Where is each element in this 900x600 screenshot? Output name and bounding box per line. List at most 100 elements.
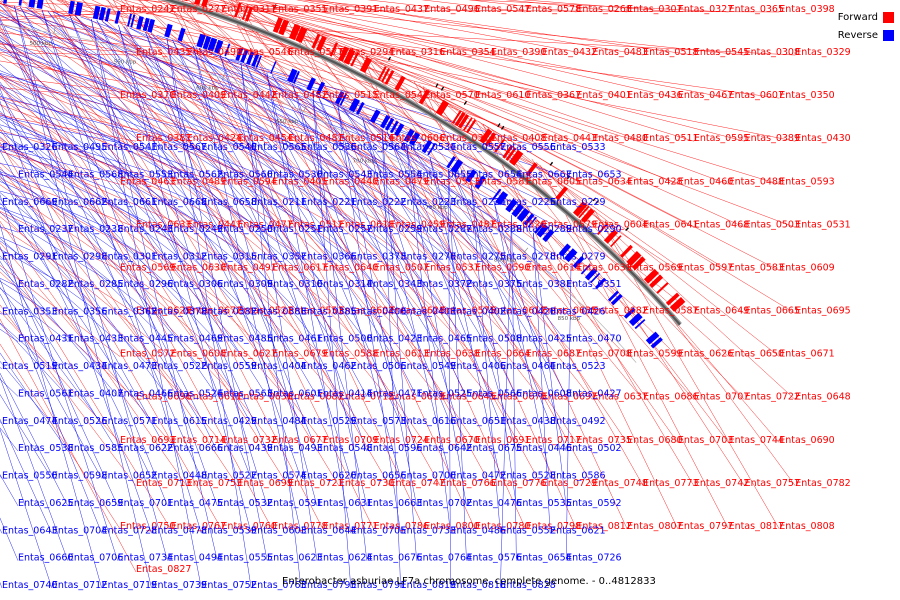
- reverse-connector: [251, 66, 501, 260]
- forward-gene: [597, 222, 609, 236]
- forward-gene-label: Entas_0367: [526, 90, 581, 101]
- reverse-connector: [0, 5, 318, 288]
- reverse-connector: [0, 73, 252, 315]
- forward-gene: [359, 57, 372, 73]
- ruler-line: [0, 24, 637, 363]
- reverse-connector: [0, 131, 202, 260]
- forward-gene-label: Entas_0583: [729, 262, 784, 273]
- reverse-gene-label: Entas_0655: [417, 169, 472, 180]
- forward-connector: [0, 25, 273, 530]
- ruler-label: 850 kbp: [558, 316, 581, 322]
- reverse-gene-label: Entas_0524: [168, 388, 223, 399]
- reverse-gene-label: Entas_0315: [201, 252, 256, 263]
- forward-gene-label: Entas_0798: [526, 521, 581, 532]
- reverse-gene-label: Entas_0557: [451, 142, 506, 153]
- reverse-gene: [270, 61, 277, 74]
- forward-connector: [0, 9, 374, 271]
- reverse-gene-label: Entas_0573: [351, 416, 406, 427]
- reverse-gene-label: Entas_0734: [118, 553, 173, 564]
- forward-gene-label: Entas_0807: [627, 521, 682, 532]
- reverse-gene-label: Entas_0425: [516, 334, 571, 345]
- forward-gene-label: Entas_0242: [120, 4, 175, 15]
- legend-forward: Forward: [828, 8, 894, 26]
- reverse-gene-label: Entas_0484: [251, 416, 306, 427]
- forward-connector: [246, 0, 628, 99]
- forward-connector: [137, 0, 492, 314]
- reverse-connector: [410, 145, 551, 370]
- forward-gene-label: Entas_0597: [678, 262, 733, 273]
- reverse-connector: [471, 185, 517, 506]
- forward-gene-label: Entas_0747: [390, 478, 445, 489]
- reverse-connector: [204, 49, 501, 205]
- forward-gene-label: Entas_0520: [491, 219, 546, 230]
- reverse-connector: [19, 6, 268, 397]
- forward-gene-label: Entas_0619: [390, 392, 445, 403]
- reverse-gene: [114, 10, 121, 24]
- reverse-gene-label: Entas_0574: [251, 471, 306, 482]
- legend-reverse: Reverse: [828, 26, 894, 44]
- forward-connector: [191, 0, 526, 357]
- forward-gene-label: Entas_0588: [323, 349, 378, 360]
- forward-connector: [0, 52, 137, 56]
- reverse-connector: [0, 194, 118, 561]
- reverse-gene-label: Entas_0535: [516, 498, 571, 509]
- forward-gene-label: Entas_0681: [288, 392, 343, 403]
- forward-gene-label: Entas_0613: [374, 349, 429, 360]
- reverse-gene-label: Entas_0622: [118, 443, 173, 454]
- reverse-connector: [129, 27, 451, 205]
- forward-connector: [305, 0, 425, 13]
- reverse-connector: [405, 142, 451, 534]
- forward-gene-label: Entas_0483: [592, 47, 647, 58]
- forward-connector: [473, 117, 695, 486]
- reverse-connector: [91, 19, 218, 561]
- reverse-connector: [41, 9, 202, 534]
- reverse-gene-label: Entas_0625: [18, 498, 73, 509]
- reverse-connector: [14, 5, 152, 589]
- forward-gene-label: Entas_0610: [475, 90, 530, 101]
- forward-gene-label: Entas_0428: [627, 176, 682, 187]
- reverse-connector: [14, 5, 168, 561]
- forward-connector: [421, 0, 526, 13]
- forward-connector: [316, 0, 644, 56]
- forward-gene-label: Entas_0827: [136, 564, 191, 575]
- reverse-connector: [266, 72, 352, 534]
- reverse-gene-label: Entas_0373: [351, 252, 406, 263]
- forward-connector: [0, 34, 340, 314]
- reverse-gene-label: Entas_0250: [217, 224, 272, 235]
- forward-gene-label: Entas_0409: [171, 90, 226, 101]
- forward-gene: [463, 117, 473, 131]
- reverse-connector: [172, 39, 352, 424]
- reverse-connector: [0, 286, 102, 424]
- forward-gene-label: Entas_0639: [576, 262, 631, 273]
- reverse-gene-label: Entas_0752: [201, 580, 256, 591]
- forward-gene-label: Entas_0760: [221, 521, 276, 532]
- forward-gene: [578, 205, 590, 219]
- forward-connector: [257, 0, 542, 56]
- forward-gene-label: Entas_0693: [120, 435, 175, 446]
- reverse-connector: [74, 15, 368, 288]
- forward-connector: [113, 0, 374, 530]
- forward-connector: [311, 29, 678, 271]
- reverse-gene: [74, 1, 83, 16]
- forward-gene-label: Entas_0627: [221, 349, 276, 360]
- reverse-gene-label: Entas_0474: [2, 416, 57, 427]
- reverse-connector: [0, 116, 152, 151]
- forward-connector: [57, 0, 441, 142]
- forward-connector: [586, 203, 796, 486]
- reverse-connector: [0, 178, 168, 342]
- forward-connector: [112, 0, 492, 228]
- reverse-connector: [0, 81, 218, 397]
- forward-connector: [468, 0, 577, 13]
- reverse-gene: [610, 293, 623, 306]
- forward-connector: [123, 0, 476, 99]
- forward-gene-label: Entas_0401: [576, 90, 631, 101]
- reverse-gene-label: Entas_0623: [267, 553, 322, 564]
- reverse-gene-label: Entas_0224: [451, 197, 506, 208]
- forward-connector: [218, 0, 577, 99]
- reverse-connector: [271, 74, 451, 370]
- forward-connector: [188, 0, 542, 314]
- forward-gene: [631, 256, 646, 271]
- reverse-gene-label: Entas_0462: [301, 361, 356, 372]
- ruler-label: 600 kbp: [196, 86, 219, 92]
- forward-connector: [0, 75, 289, 400]
